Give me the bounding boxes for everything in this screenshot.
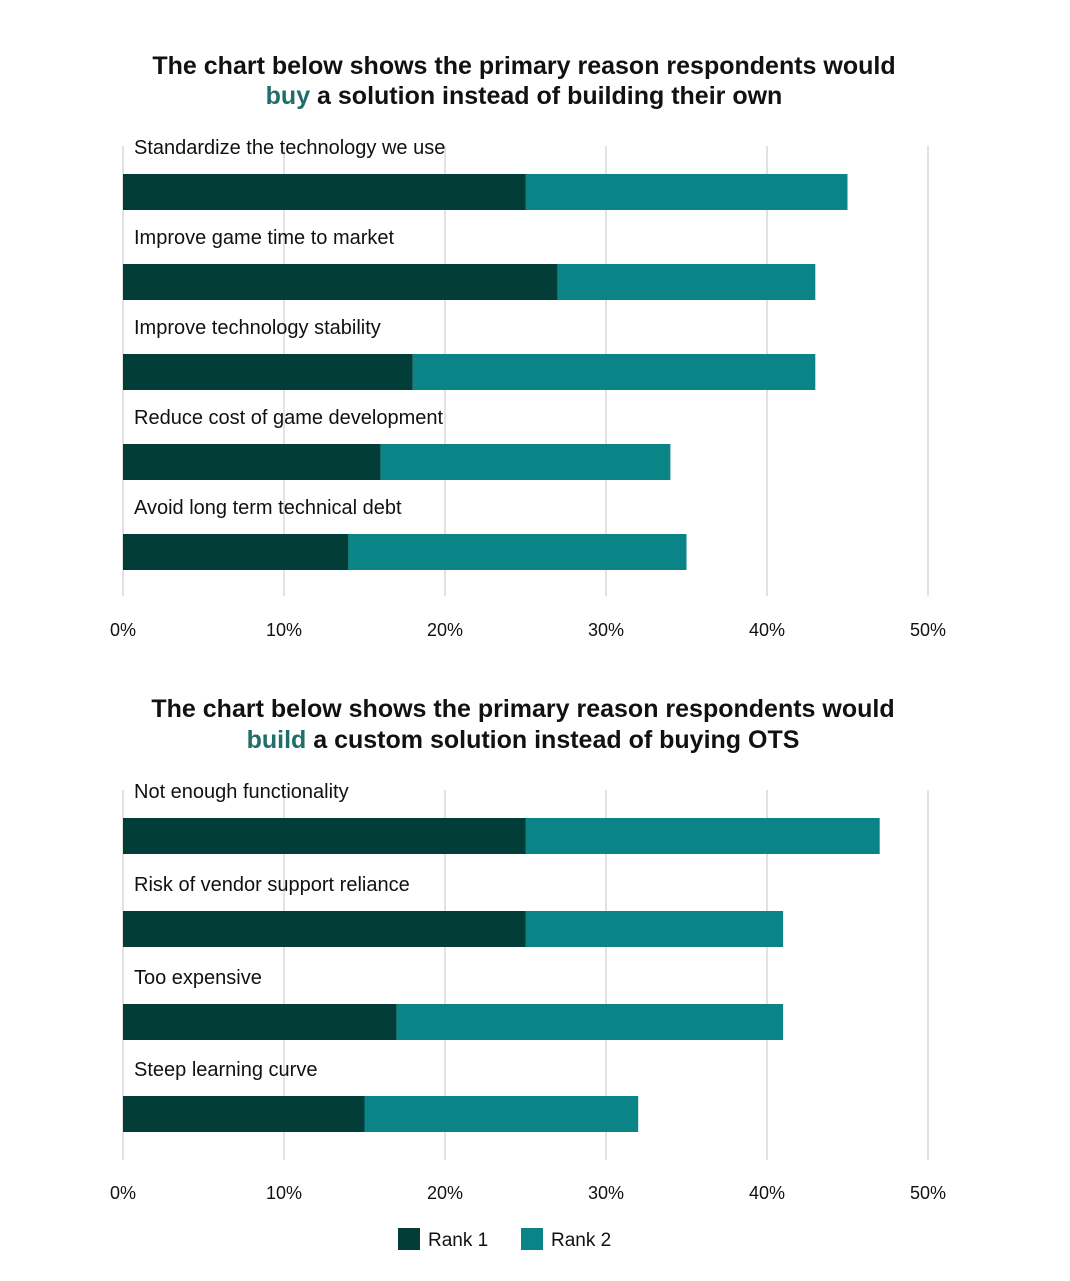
bar-rank-2 <box>396 1004 784 1040</box>
bar-rank-1 <box>123 354 413 390</box>
x-tick-label: 40% <box>749 1183 785 1203</box>
chart-2-title-line-2: build a custom solution instead of buyin… <box>247 726 800 754</box>
bar-rank-1 <box>123 1096 365 1132</box>
bar-rank-1 <box>123 911 526 947</box>
legend-label-rank-2: Rank 2 <box>551 1230 611 1251</box>
bar-rank-1 <box>123 1004 397 1040</box>
category-label: Not enough functionality <box>134 781 349 803</box>
chart-1-title-line-2: buy a solution instead of building their… <box>266 82 783 110</box>
category-label: Risk of vendor support reliance <box>134 874 410 896</box>
chart-1-title-accent: buy <box>266 82 311 110</box>
x-tick-label: 0% <box>110 620 136 640</box>
x-tick-label: 10% <box>266 1183 302 1203</box>
x-tick-label: 30% <box>588 1183 624 1203</box>
x-tick-label: 50% <box>910 1183 946 1203</box>
bar-rank-1 <box>123 444 381 480</box>
bar-rank-2 <box>380 444 671 480</box>
category-label: Avoid long term technical debt <box>134 497 402 519</box>
chart-2-title-accent: build <box>247 726 307 754</box>
x-tick-label: 20% <box>427 1183 463 1203</box>
category-label: Standardize the technology we use <box>134 137 445 159</box>
chart-1-title-rest: a solution instead of building their own <box>310 82 782 110</box>
legend-swatch-rank-1 <box>398 1228 420 1250</box>
chart-2-title-line-1: The chart below shows the primary reason… <box>151 695 894 723</box>
bar-rank-1 <box>123 264 558 300</box>
bar-rank-2 <box>557 264 816 300</box>
bar-rank-1 <box>123 818 526 854</box>
category-label: Steep learning curve <box>134 1059 317 1081</box>
bar-rank-1 <box>123 534 349 570</box>
chart-1-title-line-1: The chart below shows the primary reason… <box>152 52 895 80</box>
x-tick-label: 50% <box>910 620 946 640</box>
chart-1-title: The chart below shows the primary reason… <box>152 52 895 110</box>
x-tick-label: 20% <box>427 620 463 640</box>
bar-rank-2 <box>525 174 848 210</box>
bar-rank-2 <box>412 354 816 390</box>
chart-2-title-rest: a custom solution instead of buying OTS <box>306 726 799 754</box>
x-tick-label: 10% <box>266 620 302 640</box>
chart-1-plot: 0% 10% 20% 30% 40% 50% Standardize the technol… <box>110 137 946 640</box>
x-tick-label: 0% <box>110 1183 136 1203</box>
legend: Rank 1 Rank 2 <box>398 1228 611 1251</box>
x-tick-label: 40% <box>749 620 785 640</box>
category-label: Reduce cost of game development <box>134 407 444 429</box>
category-label: Too expensive <box>134 967 262 989</box>
bar-rank-2 <box>525 818 880 854</box>
bar-rank-1 <box>123 174 526 210</box>
legend-label-rank-1: Rank 1 <box>428 1230 488 1251</box>
category-label: Improve game time to market <box>134 227 395 249</box>
chart-2-plot: 0% 10% 20% 30% 40% 50% Not enough functionalit… <box>110 781 946 1203</box>
chart-2-title: The chart below shows the primary reason… <box>151 695 894 754</box>
x-tick-label: 30% <box>588 620 624 640</box>
bar-rank-2 <box>364 1096 639 1132</box>
legend-swatch-rank-2 <box>521 1228 543 1250</box>
bar-rank-2 <box>348 534 687 570</box>
bar-rank-2 <box>525 911 784 947</box>
category-label: Improve technology stability <box>134 317 381 339</box>
